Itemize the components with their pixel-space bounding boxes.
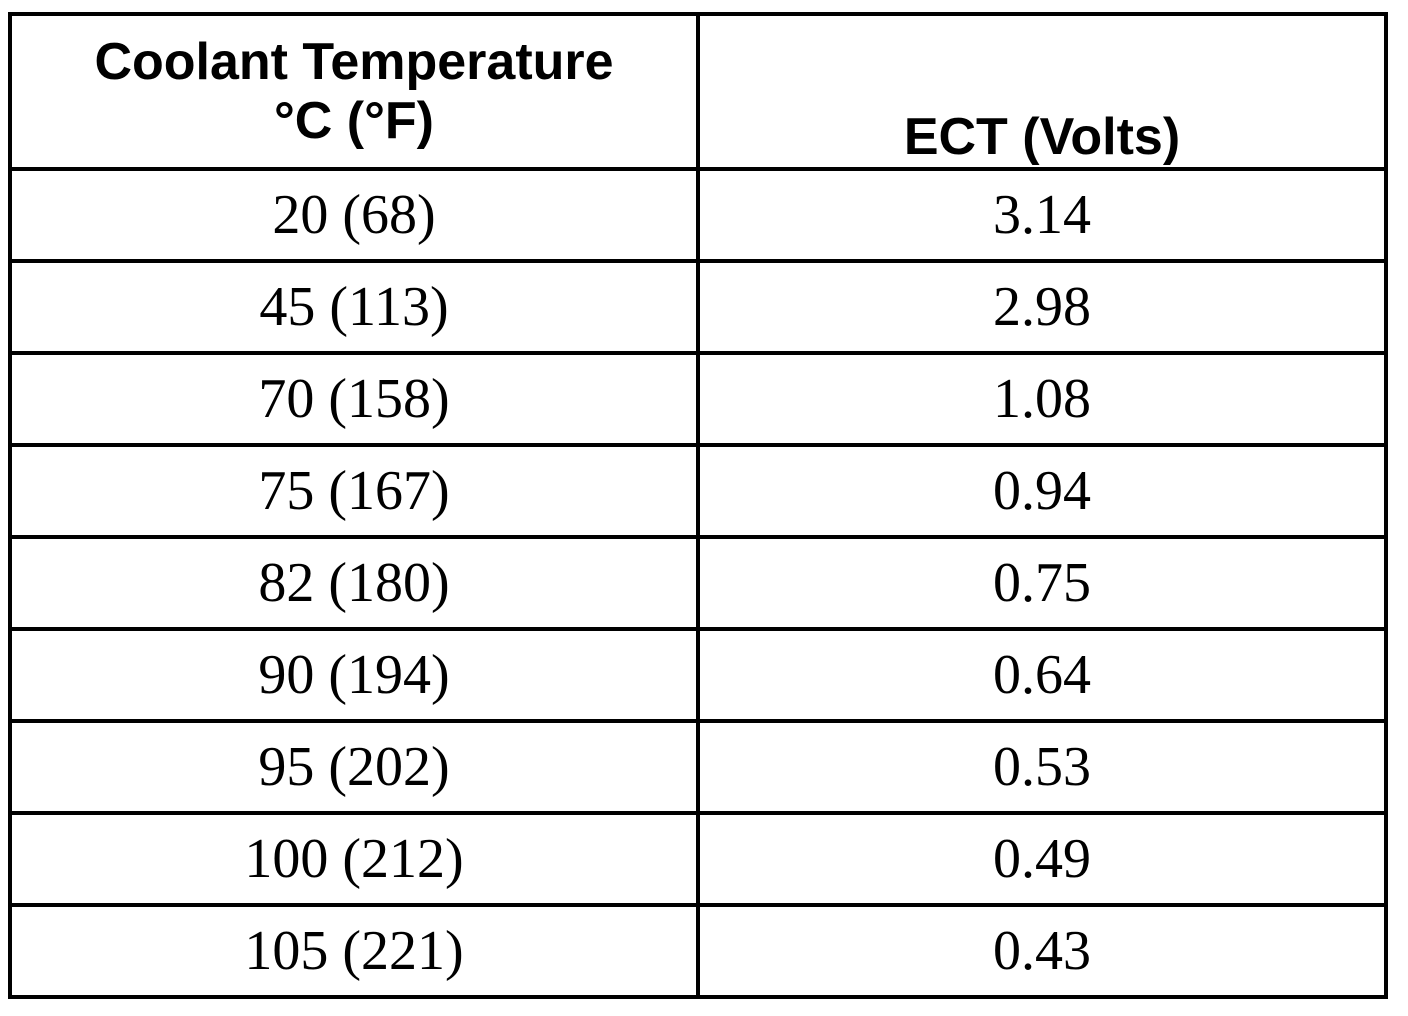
table-row: 20 (68) 3.14 xyxy=(8,167,1388,263)
volts-cell: 0.43 xyxy=(696,903,1388,999)
coolant-temperature-header-line1: Coolant Temperature xyxy=(94,33,614,92)
volts-cell: 0.75 xyxy=(696,535,1388,631)
table-row: 100 (212) 0.49 xyxy=(8,811,1388,907)
volts-cell: 3.14 xyxy=(696,167,1388,263)
volts-cell: 0.53 xyxy=(696,719,1388,815)
temp-cell: 45 (113) xyxy=(8,259,700,355)
coolant-temperature-header-line2: °C (°F) xyxy=(274,91,434,150)
temp-cell: 75 (167) xyxy=(8,443,700,539)
table-header-row: Coolant Temperature °C (°F) ECT (Volts) xyxy=(8,12,1388,171)
ect-voltage-table: Coolant Temperature °C (°F) ECT (Volts) … xyxy=(8,12,1388,999)
volts-cell: 2.98 xyxy=(696,259,1388,355)
volts-cell: 1.08 xyxy=(696,351,1388,447)
temp-cell: 105 (221) xyxy=(8,903,700,999)
temp-cell: 20 (68) xyxy=(8,167,700,263)
temp-cell: 100 (212) xyxy=(8,811,700,907)
table-row: 45 (113) 2.98 xyxy=(8,259,1388,355)
table-row: 75 (167) 0.94 xyxy=(8,443,1388,539)
volts-cell: 0.64 xyxy=(696,627,1388,723)
volts-cell: 0.94 xyxy=(696,443,1388,539)
column-header-ect-volts: ECT (Volts) xyxy=(696,12,1388,171)
temp-cell: 82 (180) xyxy=(8,535,700,631)
table-row: 105 (221) 0.43 xyxy=(8,903,1388,999)
table-row: 82 (180) 0.75 xyxy=(8,535,1388,631)
temp-cell: 90 (194) xyxy=(8,627,700,723)
volts-cell: 0.49 xyxy=(696,811,1388,907)
table-row: 95 (202) 0.53 xyxy=(8,719,1388,815)
table-row: 70 (158) 1.08 xyxy=(8,351,1388,447)
temp-cell: 70 (158) xyxy=(8,351,700,447)
temp-cell: 95 (202) xyxy=(8,719,700,815)
column-header-coolant-temperature: Coolant Temperature °C (°F) xyxy=(8,12,700,171)
table-row: 90 (194) 0.64 xyxy=(8,627,1388,723)
